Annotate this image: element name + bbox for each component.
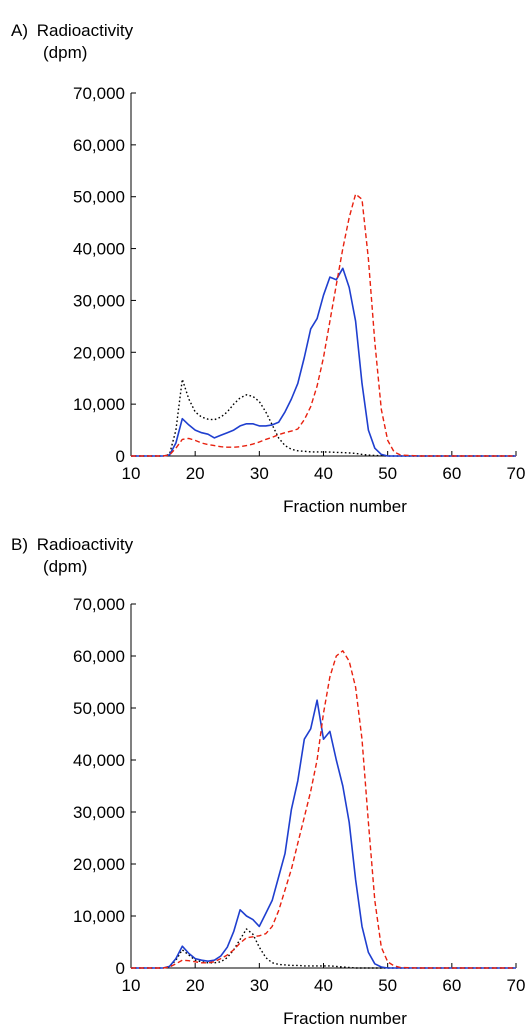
panel-b-title-text: Radioactivity <box>37 535 134 554</box>
x-tick-label: 20 <box>186 464 205 483</box>
y-tick-label: 0 <box>116 959 125 978</box>
x-tick-label: 60 <box>442 464 461 483</box>
panel-a-ylabel: (dpm) <box>43 43 87 62</box>
y-tick-label: 50,000 <box>73 699 125 718</box>
panel-b-ylabel: (dpm) <box>43 557 87 576</box>
panel-b-label: B) <box>11 535 28 554</box>
x-tick-label: 60 <box>442 976 461 995</box>
y-tick-label: 20,000 <box>73 343 125 362</box>
panel-a-y-ticks: 0 10,000 20,000 30,000 40,000 50,000 60,000 70,… <box>73 84 136 466</box>
dotted-series-line <box>131 378 516 457</box>
panel-a-x-ticks: 10 20 30 40 50 60 70 <box>122 451 526 483</box>
y-tick-label: 30,000 <box>73 291 125 310</box>
y-tick-label: 50,000 <box>73 188 125 207</box>
x-tick-label: 70 <box>507 464 526 483</box>
x-tick-label: 40 <box>314 976 333 995</box>
x-tick-label: 50 <box>378 464 397 483</box>
x-tick-label: 50 <box>378 976 397 995</box>
panel-b-xlabel: Fraction number <box>283 1009 407 1028</box>
y-tick-label: 60,000 <box>73 136 125 155</box>
panel-a: A) Radioactivity (dpm) 0 10,000 20,000 30,0… <box>11 21 525 516</box>
dashed-series-line <box>131 193 516 457</box>
panel-b: B) Radioactivity (dpm) 0 10,000 20,000 30,0… <box>11 535 525 1028</box>
y-tick-label: 70,000 <box>73 595 125 614</box>
y-tick-label: 10,000 <box>73 907 125 926</box>
panel-a-series <box>131 193 516 457</box>
x-tick-label: 70 <box>507 976 526 995</box>
y-tick-label: 0 <box>116 447 125 466</box>
solid-series-line <box>131 699 516 969</box>
x-tick-label: 40 <box>314 464 333 483</box>
x-tick-label: 30 <box>250 976 269 995</box>
panel-b-series <box>131 650 516 969</box>
solid-series-line <box>131 267 516 457</box>
panel-a-xlabel: Fraction number <box>283 497 407 516</box>
dotted-series-line <box>131 928 516 969</box>
panel-b-title: B) Radioactivity <box>11 535 134 554</box>
x-tick-label: 30 <box>250 464 269 483</box>
y-tick-label: 30,000 <box>73 803 125 822</box>
panel-a-title: A) Radioactivity <box>11 21 134 40</box>
x-tick-label: 10 <box>122 976 141 995</box>
panel-b-x-ticks: 10 20 30 40 50 60 70 <box>122 963 526 995</box>
y-tick-label: 70,000 <box>73 84 125 103</box>
x-tick-label: 20 <box>186 976 205 995</box>
y-tick-label: 40,000 <box>73 240 125 259</box>
x-tick-label: 10 <box>122 464 141 483</box>
y-tick-label: 20,000 <box>73 855 125 874</box>
y-tick-label: 60,000 <box>73 647 125 666</box>
panel-a-label: A) <box>11 21 28 40</box>
panel-a-title-text: Radioactivity <box>37 21 134 40</box>
panel-b-y-ticks: 0 10,000 20,000 30,000 40,000 50,000 60,000 70,… <box>73 595 136 978</box>
dashed-series-line <box>131 650 516 969</box>
y-tick-label: 40,000 <box>73 751 125 770</box>
y-tick-label: 10,000 <box>73 395 125 414</box>
